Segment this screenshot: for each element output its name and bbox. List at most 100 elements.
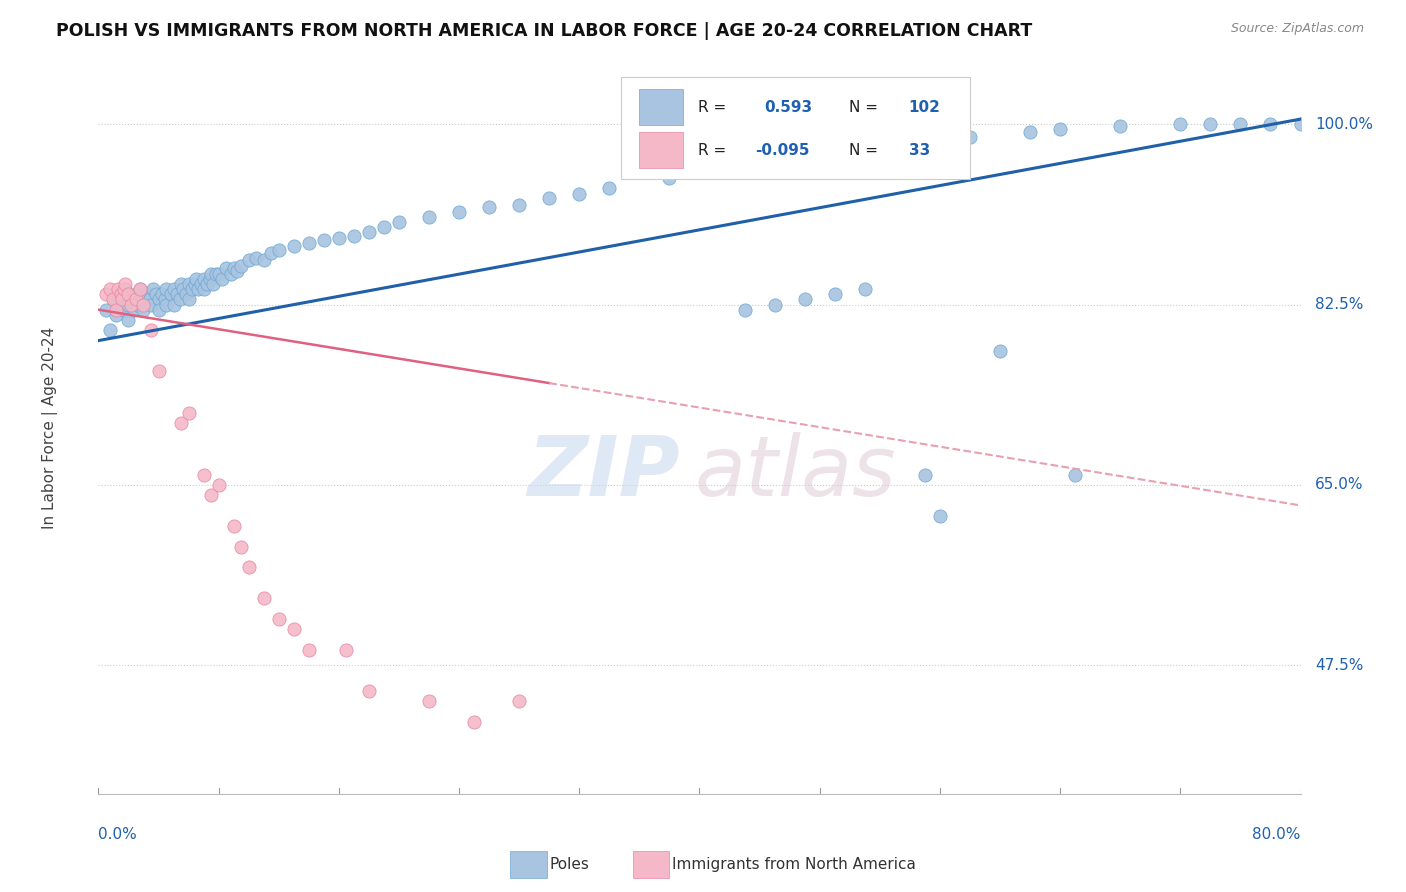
Point	[155, 282, 177, 296]
Point	[110, 293, 132, 307]
Point	[204, 267, 226, 281]
Point	[373, 220, 395, 235]
Point	[108, 297, 131, 311]
Point	[1064, 467, 1087, 482]
Point	[148, 364, 170, 378]
Point	[478, 200, 501, 214]
Point	[138, 293, 160, 307]
Point	[139, 297, 162, 311]
Point	[898, 136, 921, 150]
Point	[208, 478, 231, 492]
Point	[103, 293, 125, 307]
Point	[357, 684, 380, 698]
Point	[238, 560, 260, 574]
Point	[187, 282, 209, 296]
Point	[929, 508, 952, 523]
Text: R =: R =	[699, 100, 727, 115]
Point	[195, 277, 218, 291]
Point	[112, 302, 135, 317]
Point	[343, 228, 366, 243]
Point	[231, 540, 253, 554]
Point	[447, 204, 470, 219]
Text: Poles: Poles	[550, 857, 589, 871]
Point	[253, 591, 276, 606]
Point	[508, 197, 530, 211]
Point	[105, 308, 128, 322]
Point	[211, 272, 233, 286]
Text: 0.0%: 0.0%	[98, 827, 138, 842]
Point	[988, 343, 1011, 358]
Point	[260, 246, 283, 260]
Point	[245, 251, 267, 265]
Point	[139, 323, 162, 337]
Point	[388, 215, 411, 229]
Point	[132, 293, 155, 307]
Point	[174, 287, 197, 301]
Point	[129, 282, 152, 296]
Point	[201, 277, 224, 291]
Point	[105, 302, 128, 317]
Point	[222, 519, 245, 533]
Point	[959, 129, 981, 144]
Point	[763, 297, 786, 311]
Point	[132, 297, 155, 311]
Point	[1260, 117, 1282, 131]
Point	[121, 297, 143, 311]
Point	[1049, 122, 1071, 136]
Point	[193, 272, 215, 286]
Point	[824, 287, 846, 301]
Text: Source: ZipAtlas.com: Source: ZipAtlas.com	[1230, 22, 1364, 36]
Text: R =: R =	[699, 143, 727, 158]
Point	[793, 293, 815, 307]
Text: 65.0%: 65.0%	[1315, 477, 1364, 492]
Point	[159, 287, 181, 301]
Point	[111, 287, 134, 301]
Point	[145, 287, 167, 301]
Point	[779, 153, 801, 168]
Point	[150, 287, 173, 301]
Point	[177, 277, 200, 291]
Point	[117, 313, 139, 327]
Text: In Labor Force | Age 20-24: In Labor Force | Age 20-24	[42, 327, 58, 529]
Point	[112, 282, 135, 296]
Point	[166, 287, 188, 301]
Point	[1019, 126, 1042, 140]
Point	[148, 293, 170, 307]
Point	[598, 181, 620, 195]
Point	[222, 261, 245, 276]
FancyBboxPatch shape	[640, 89, 683, 125]
Point	[231, 260, 253, 274]
Point	[170, 277, 193, 291]
Point	[198, 272, 221, 286]
Point	[298, 235, 321, 250]
Point	[129, 282, 152, 296]
Text: 33: 33	[908, 143, 929, 158]
Point	[155, 297, 177, 311]
Point	[418, 694, 440, 708]
Text: ZIP: ZIP	[527, 432, 679, 513]
Text: 100.0%: 100.0%	[1315, 117, 1374, 132]
Point	[127, 297, 149, 311]
Point	[838, 143, 860, 157]
Point	[100, 323, 122, 337]
Point	[193, 282, 215, 296]
Point	[125, 287, 148, 301]
Point	[718, 163, 741, 178]
Point	[869, 140, 891, 154]
Point	[170, 416, 193, 430]
Point	[508, 694, 530, 708]
Text: POLISH VS IMMIGRANTS FROM NORTH AMERICA IN LABOR FORCE | AGE 20-24 CORRELATION C: POLISH VS IMMIGRANTS FROM NORTH AMERICA …	[56, 22, 1032, 40]
Point	[200, 488, 222, 502]
FancyBboxPatch shape	[640, 132, 683, 168]
Point	[328, 230, 350, 244]
Point	[357, 226, 380, 240]
Point	[184, 272, 207, 286]
Point	[110, 287, 132, 301]
Point	[312, 233, 335, 247]
Point	[283, 622, 305, 636]
Text: atlas: atlas	[695, 432, 897, 513]
Point	[141, 282, 163, 296]
Point	[298, 642, 321, 657]
Text: 47.5%: 47.5%	[1315, 657, 1364, 673]
Text: 0.593: 0.593	[765, 100, 813, 115]
